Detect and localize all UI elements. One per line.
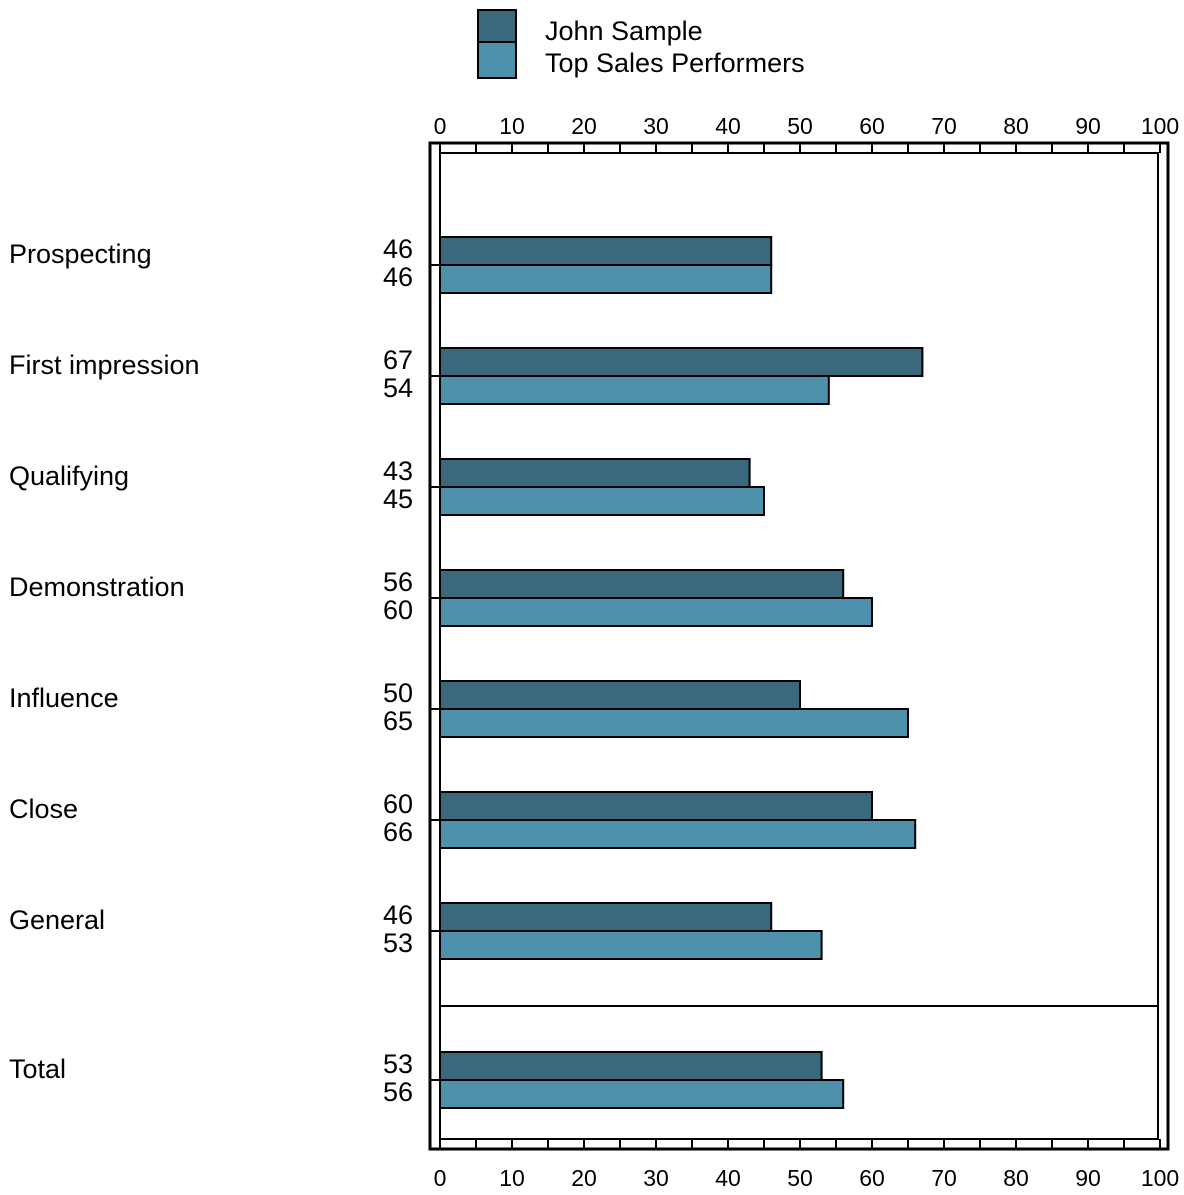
category-label: Total xyxy=(9,1054,66,1084)
value-label: 53 xyxy=(383,1049,413,1079)
bar-top-sales-performers xyxy=(439,375,830,405)
value-label: 50 xyxy=(383,678,413,708)
value-label: 46 xyxy=(383,234,413,264)
bar-top-sales-performers xyxy=(439,264,773,294)
value-label: 46 xyxy=(383,900,413,930)
bar-john-sample xyxy=(439,680,801,710)
x-tick-label-bottom: 70 xyxy=(931,1165,957,1191)
bars xyxy=(430,236,924,1109)
legend-swatch-top-sales-performers xyxy=(477,41,517,79)
category-label: General xyxy=(9,905,105,935)
x-tick-label-top: 20 xyxy=(571,113,597,139)
bar-top-sales-performers xyxy=(439,708,909,738)
x-tick-label-top: 80 xyxy=(1003,113,1029,139)
x-tick-label-bottom: 10 xyxy=(499,1165,525,1191)
plot-inner-border xyxy=(439,152,1159,1140)
category-label: Influence xyxy=(9,683,119,713)
x-axis-ticks: 0 0 10 10 20 20 30 30 40 40 50 50 60 60 70 70 80 80 90 90 10… xyxy=(434,113,1180,1191)
bar-top-sales-performers xyxy=(439,930,823,960)
bar-top-sales-performers xyxy=(439,486,765,516)
x-tick-label-bottom: 50 xyxy=(787,1165,813,1191)
x-tick-label-bottom: 80 xyxy=(1003,1165,1029,1191)
bar-john-sample xyxy=(439,791,873,821)
category-label: Demonstration xyxy=(9,572,185,602)
x-tick-label-top: 40 xyxy=(715,113,741,139)
category-label: First impression xyxy=(9,350,200,380)
x-tick-label-bottom: 40 xyxy=(715,1165,741,1191)
bar-top-sales-performers xyxy=(439,1079,845,1109)
bar-john-sample xyxy=(439,236,773,266)
x-tick-label-top: 10 xyxy=(499,113,525,139)
x-tick-label-top: 60 xyxy=(859,113,885,139)
x-tick-label-bottom: 20 xyxy=(571,1165,597,1191)
category-label: Close xyxy=(9,794,78,824)
legend-swatch-john-sample xyxy=(477,9,517,43)
legend-label: Top Sales Performers xyxy=(545,48,805,78)
legend-label: John Sample xyxy=(545,16,703,46)
category-labels: Prospecting First impression Qualifying Dem… xyxy=(9,239,200,1084)
value-label: 56 xyxy=(383,1077,413,1107)
bar-john-sample xyxy=(439,902,773,932)
value-label: 45 xyxy=(383,484,413,514)
x-tick-label-top: 100 xyxy=(1141,113,1179,139)
value-label: 46 xyxy=(383,262,413,292)
x-tick-label-top: 90 xyxy=(1075,113,1101,139)
value-label: 60 xyxy=(383,595,413,625)
bar-top-sales-performers xyxy=(439,819,917,849)
value-label: 67 xyxy=(383,345,413,375)
value-label: 43 xyxy=(383,456,413,486)
x-tick-label-top: 0 xyxy=(434,113,447,139)
x-tick-label-bottom: 0 xyxy=(434,1165,447,1191)
x-tick-label-top: 30 xyxy=(643,113,669,139)
x-tick-label-top: 70 xyxy=(931,113,957,139)
value-label: 56 xyxy=(383,567,413,597)
x-tick-label-bottom: 60 xyxy=(859,1165,885,1191)
category-label: Prospecting xyxy=(9,239,152,269)
value-label: 53 xyxy=(383,928,413,958)
x-tick-label-bottom: 30 xyxy=(643,1165,669,1191)
bar-john-sample xyxy=(439,569,845,599)
value-label: 66 xyxy=(383,817,413,847)
x-tick-label-bottom: 90 xyxy=(1075,1165,1101,1191)
x-tick-label-top: 50 xyxy=(787,113,813,139)
bar-john-sample xyxy=(439,347,924,377)
bar-john-sample xyxy=(439,1051,823,1081)
x-tick-label-bottom: 100 xyxy=(1141,1165,1179,1191)
value-label: 54 xyxy=(383,373,413,403)
bar-top-sales-performers xyxy=(439,597,873,627)
value-label: 65 xyxy=(383,706,413,736)
category-label: Qualifying xyxy=(9,461,129,491)
bar-john-sample xyxy=(439,458,751,488)
value-label: 60 xyxy=(383,789,413,819)
